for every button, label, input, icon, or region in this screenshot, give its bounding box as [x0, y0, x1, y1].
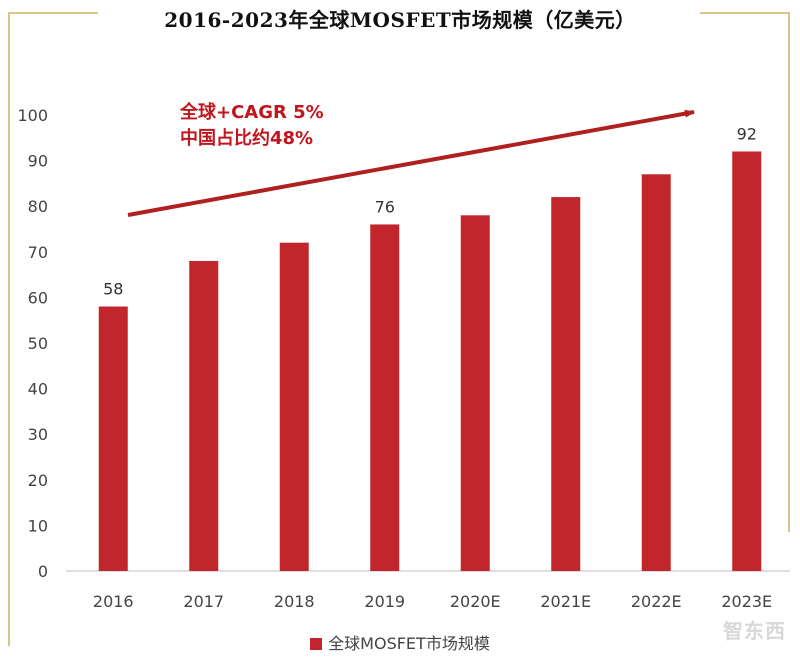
x-tick-label: 2016 — [93, 592, 134, 611]
y-tick-label: 30 — [28, 425, 48, 444]
y-tick-label: 90 — [28, 152, 48, 171]
x-tick-label: 2019 — [364, 592, 405, 611]
y-tick-label: 20 — [28, 471, 48, 490]
data-label-2023e: 92 — [737, 124, 757, 143]
y-tick-label: 10 — [28, 516, 48, 535]
bar-2023e — [732, 151, 762, 572]
frame-line-left — [8, 12, 10, 646]
trend-arrow — [127, 109, 695, 217]
legend-label: 全球MOSFET市场规模 — [328, 634, 490, 653]
bar-2021e — [551, 197, 581, 571]
y-tick-label: 70 — [28, 243, 48, 262]
frame-line-top-right — [700, 12, 790, 14]
x-tick-label: 2020E — [450, 592, 501, 611]
cagr-annotation: 全球+CAGR 5% 中国占比约48% — [180, 100, 324, 152]
y-tick-label: 80 — [28, 197, 48, 216]
watermark-logo: 智东西 — [723, 619, 786, 643]
y-tick-label: 0 — [38, 562, 48, 581]
x-tick-label: 2022E — [631, 592, 682, 611]
legend: 全球MOSFET市场规模 — [0, 630, 800, 654]
y-tick-label: 40 — [28, 380, 48, 399]
data-label-2016: 58 — [103, 280, 123, 299]
data-labels: 58 76 92 — [103, 124, 757, 298]
x-tick-label: 2017 — [183, 592, 224, 611]
bar-2018 — [279, 242, 309, 571]
annotation-line-2: 中国占比约48% — [180, 128, 314, 149]
annotation-line-1: 全球+CAGR 5% — [180, 102, 324, 123]
data-label-2019: 76 — [375, 197, 395, 216]
frame-line-right — [788, 12, 790, 532]
bar-2020e — [460, 215, 490, 571]
y-axis-ticks: 0 10 20 30 40 50 60 70 80 90 100 — [17, 106, 48, 581]
bar-2017 — [189, 260, 219, 571]
bars-group — [98, 151, 762, 572]
frame-line-top-left — [8, 12, 98, 14]
chart-title: 2016-2023年全球MOSFET市场规模（亿美元） — [164, 8, 636, 32]
x-axis-ticks: 2016 2017 2018 2019 2020E 2021E 2022E 2023E — [93, 592, 772, 611]
y-tick-label: 100 — [17, 106, 48, 125]
y-tick-label: 60 — [28, 288, 48, 307]
x-tick-label: 2021E — [540, 592, 591, 611]
bar-2022e — [641, 174, 671, 571]
y-tick-label: 50 — [28, 334, 48, 353]
x-tick-label: 2018 — [274, 592, 315, 611]
x-tick-label: 2023E — [721, 592, 772, 611]
legend-swatch — [310, 638, 323, 650]
bar-2019 — [370, 224, 400, 571]
bar-2016 — [98, 306, 128, 571]
